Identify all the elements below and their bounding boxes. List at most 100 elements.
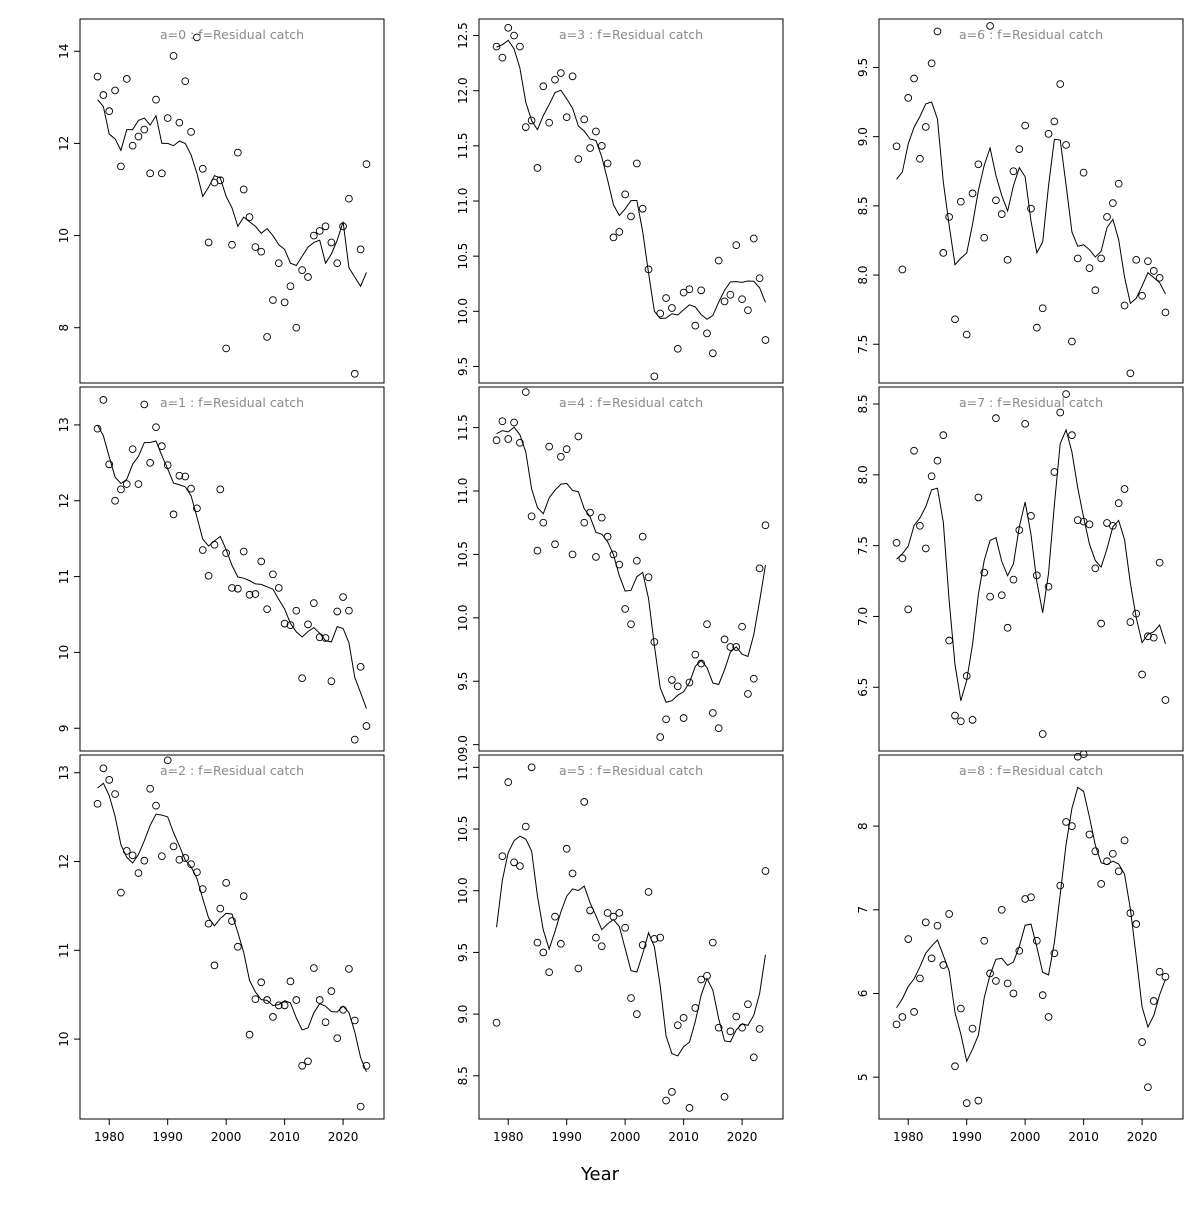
observed-point: [292, 996, 301, 1004]
observed-point: [551, 75, 559, 84]
observed-point: [204, 571, 213, 580]
observed-point: [157, 169, 166, 178]
observed-point: [1138, 1038, 1146, 1046]
y-tick-label: 10: [57, 228, 71, 243]
observed-point: [321, 222, 330, 231]
observed-point: [714, 1023, 723, 1032]
observed-point: [691, 650, 700, 659]
observed-point: [656, 733, 665, 741]
panel-frame: [478, 386, 784, 752]
observed-point: [892, 142, 901, 151]
y-tick-label: 8.5: [856, 394, 870, 413]
observed-point: [504, 435, 513, 443]
fitted-line: [896, 786, 1166, 1063]
panel-title: a=3 : f=Residual catch: [559, 27, 703, 42]
observed-point: [638, 941, 647, 949]
observed-point: [134, 869, 143, 877]
observed-point: [263, 333, 271, 341]
observed-point: [228, 917, 236, 925]
observed-point: [327, 677, 336, 686]
observed-point: [968, 1024, 977, 1033]
observed-point: [586, 906, 594, 915]
observed-point: [1038, 304, 1047, 313]
observed-point: [198, 546, 207, 554]
observed-point: [939, 431, 948, 440]
observed-point: [1044, 582, 1053, 591]
observed-point: [93, 72, 102, 81]
observed-point: [163, 461, 172, 469]
observed-point: [210, 961, 219, 970]
observed-point: [580, 518, 589, 527]
observed-point: [927, 59, 936, 68]
observed-point: [492, 436, 501, 445]
observed-point: [257, 557, 266, 566]
y-tick-label: 11.0: [456, 188, 470, 215]
observed-point: [650, 638, 659, 646]
panel-frame: [79, 386, 385, 752]
observed-point: [1009, 167, 1018, 176]
observed-point: [350, 1016, 359, 1025]
observed-point: [146, 169, 155, 178]
observed-point: [1138, 670, 1146, 679]
observed-point: [169, 842, 178, 851]
x-tick-label: 1980: [94, 1130, 125, 1144]
panel-title: a=5 : f=Residual catch: [559, 763, 703, 778]
x-tick-label: 1990: [951, 1130, 982, 1144]
observed-point: [527, 512, 536, 521]
observed-point: [1149, 267, 1158, 275]
observed-point: [708, 709, 717, 717]
observed-point: [1021, 895, 1030, 903]
observed-point: [945, 213, 954, 221]
observed-point: [1126, 909, 1135, 918]
observed-point: [904, 94, 913, 102]
observed-point: [362, 722, 371, 730]
observed-point: [251, 995, 260, 1003]
observed-point: [580, 798, 589, 806]
observed-point: [1097, 619, 1106, 628]
observed-point: [603, 909, 612, 917]
observed-point: [504, 23, 513, 32]
observed-point: [1003, 623, 1012, 632]
observed-point: [152, 95, 160, 104]
observed-point: [117, 888, 125, 897]
observed-point: [656, 933, 665, 942]
observed-point: [603, 159, 612, 168]
y-tick-label: 9.0: [856, 127, 870, 146]
observed-point: [1038, 991, 1047, 1000]
observed-point: [105, 107, 114, 116]
x-tick-label: 1980: [893, 1130, 924, 1144]
observed-point: [93, 799, 102, 808]
fitted-line: [896, 101, 1166, 305]
x-tick-label: 2000: [1010, 1130, 1041, 1144]
y-tick-label: 11.5: [456, 414, 470, 441]
observed-point: [1161, 972, 1170, 981]
panel-title: a=7 : f=Residual catch: [959, 395, 1103, 410]
observed-point: [980, 936, 989, 945]
observed-point: [128, 851, 137, 860]
observed-point: [1108, 199, 1117, 207]
observed-point: [1050, 949, 1059, 958]
observed-point: [1032, 323, 1041, 332]
y-tick-label: 12: [57, 854, 71, 869]
observed-point: [650, 935, 659, 943]
observed-point: [916, 521, 924, 530]
observed-point: [269, 1013, 277, 1021]
observed-point: [1091, 564, 1100, 573]
observed-point: [597, 513, 606, 522]
observed-point: [951, 315, 959, 324]
panel-title: a=4 : f=Residual catch: [559, 395, 703, 410]
observed-point: [345, 965, 353, 973]
observed-point: [1044, 130, 1053, 138]
y-tick-label: 6.5: [856, 678, 870, 697]
observed-point: [1027, 512, 1035, 520]
observed-point: [679, 1013, 688, 1022]
observed-point: [521, 822, 530, 831]
observed-point: [592, 933, 600, 942]
observed-point: [245, 213, 254, 221]
fitted-line: [97, 99, 367, 288]
observed-point: [251, 590, 260, 598]
observed-point: [193, 504, 201, 513]
observed-point: [556, 939, 565, 948]
observed-point: [1114, 499, 1123, 507]
observed-point: [1032, 571, 1041, 580]
